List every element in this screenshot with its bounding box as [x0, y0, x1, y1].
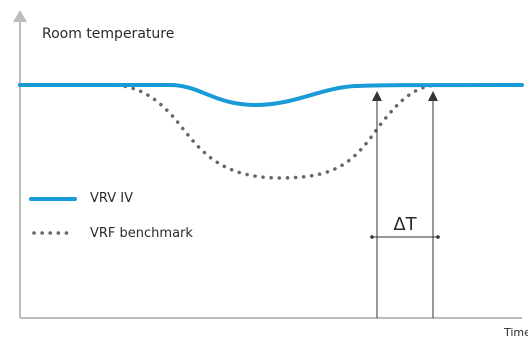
vrv-iv-curve — [18, 83, 524, 108]
delta-t-left-dot — [370, 235, 374, 239]
vrf-benchmark-curve — [18, 83, 442, 180]
legend-label-vrf-benchmark: VRF benchmark — [90, 226, 193, 241]
delta-t-right-dot — [436, 235, 440, 239]
legend-item-vrv-iv: VRV IV — [29, 191, 133, 206]
delta-t-label: ΔT — [393, 214, 417, 235]
x-axis-label: Time — [503, 326, 528, 336]
y-axis-label: Room temperature — [42, 26, 174, 42]
legend-label-vrv-iv: VRV IV — [90, 191, 133, 206]
legend: VRV IV VRF benchmark — [29, 191, 193, 241]
axes — [13, 10, 522, 319]
legend-item-vrf-benchmark: VRF benchmark — [32, 226, 193, 241]
y-axis-arrowhead — [13, 10, 27, 22]
